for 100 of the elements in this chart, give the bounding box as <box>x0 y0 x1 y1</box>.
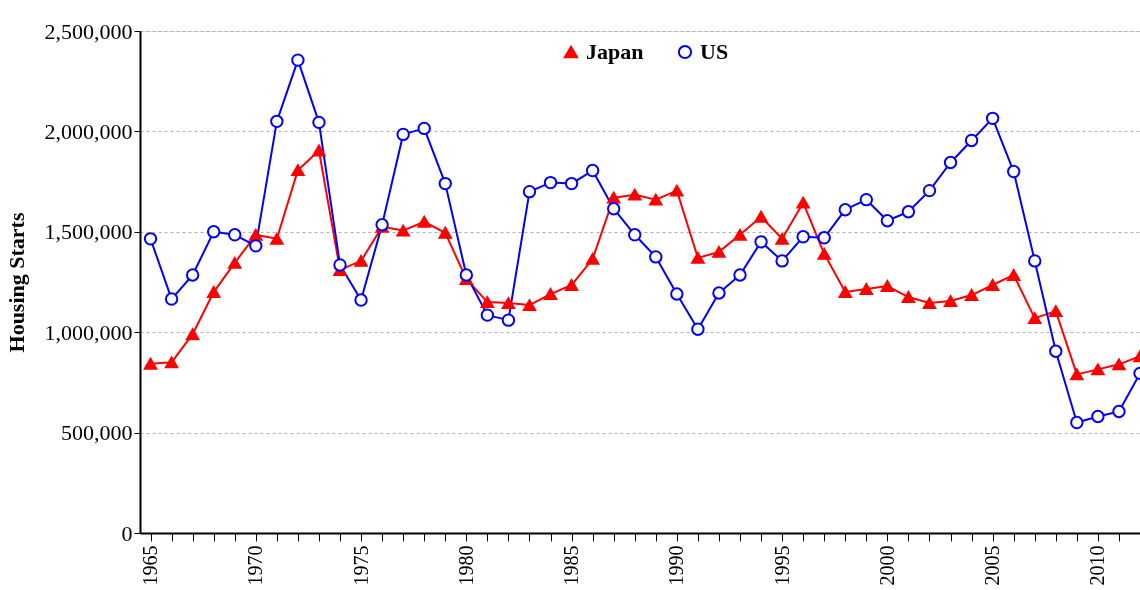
point <box>480 296 495 309</box>
point <box>1070 368 1084 381</box>
point <box>817 231 831 245</box>
point <box>1070 415 1084 430</box>
legend-label: US <box>700 39 729 64</box>
point <box>1091 409 1105 424</box>
y-tick-label: 500,000 <box>61 420 133 446</box>
point <box>754 210 768 223</box>
point <box>943 155 958 170</box>
point <box>649 250 663 264</box>
point <box>964 133 979 148</box>
point <box>249 239 263 253</box>
point <box>270 232 284 245</box>
point <box>459 268 474 282</box>
point <box>796 230 810 244</box>
point <box>901 291 916 303</box>
y-tick-label: 0 <box>121 520 133 546</box>
x-tick-label: 1985 <box>560 545 583 586</box>
point <box>564 279 579 291</box>
point <box>943 295 958 308</box>
point <box>712 245 726 258</box>
legend-label: Japan <box>586 39 644 64</box>
point <box>501 297 516 310</box>
point <box>985 279 1000 291</box>
point <box>691 251 705 264</box>
point <box>1091 363 1105 376</box>
point <box>354 254 368 267</box>
point <box>922 183 937 198</box>
point <box>143 357 158 370</box>
x-tick-label: 1965 <box>139 545 162 586</box>
point <box>185 268 200 282</box>
point <box>1028 254 1042 268</box>
point <box>585 163 600 178</box>
point <box>838 203 852 217</box>
point <box>185 328 200 341</box>
point <box>817 247 831 260</box>
point <box>1028 312 1042 325</box>
point <box>522 184 537 199</box>
point <box>901 205 916 219</box>
point <box>480 308 495 322</box>
point <box>206 286 221 298</box>
point <box>649 193 663 206</box>
point <box>417 121 431 136</box>
point <box>670 287 684 301</box>
point <box>417 215 431 228</box>
point <box>859 192 874 207</box>
point <box>164 292 179 306</box>
point <box>228 256 242 269</box>
x-tick-label: 2005 <box>981 545 1004 586</box>
y-tick-label: 1,000,000 <box>44 319 133 345</box>
point <box>1006 164 1021 179</box>
point <box>880 280 895 292</box>
point <box>606 202 621 216</box>
point <box>922 297 937 310</box>
y-tick-label: 2,000,000 <box>44 118 133 144</box>
point <box>438 176 452 191</box>
point <box>775 254 789 268</box>
point <box>775 232 789 245</box>
point <box>228 228 242 242</box>
x-tick-label: 1975 <box>349 545 372 586</box>
x-tick-label: 1980 <box>454 545 477 586</box>
point <box>543 288 558 300</box>
point <box>1049 344 1063 358</box>
y-tick-label: 2,500,000 <box>44 18 133 44</box>
x-tick-label: 1970 <box>244 545 267 586</box>
x-tick-label: 1990 <box>665 545 688 586</box>
x-tick-label: 1995 <box>770 545 793 586</box>
point <box>964 289 979 301</box>
point <box>291 53 305 67</box>
y-tick-label: 1,500,000 <box>44 219 133 245</box>
point <box>754 235 768 249</box>
point <box>670 184 684 197</box>
point <box>312 144 326 157</box>
point <box>733 268 747 282</box>
point <box>880 214 895 228</box>
point <box>396 224 410 237</box>
point <box>206 225 221 239</box>
point <box>606 191 621 204</box>
point <box>522 299 537 312</box>
point <box>1112 404 1126 419</box>
point <box>712 286 726 300</box>
point <box>143 232 158 246</box>
point <box>270 114 284 129</box>
point <box>249 228 263 241</box>
point <box>438 226 452 239</box>
point <box>1049 305 1063 318</box>
point <box>1112 358 1126 371</box>
point <box>543 175 558 190</box>
point <box>333 258 347 272</box>
x-tick-label: 2000 <box>875 545 898 586</box>
point <box>628 228 642 242</box>
point <box>691 322 705 336</box>
point <box>838 286 852 298</box>
point <box>585 252 600 265</box>
x-tick-label: 2010 <box>1086 545 1109 586</box>
point <box>859 283 874 295</box>
point <box>733 228 747 241</box>
point <box>396 127 410 142</box>
y-axis-title: Housing Starts <box>3 212 29 353</box>
point <box>291 164 305 177</box>
